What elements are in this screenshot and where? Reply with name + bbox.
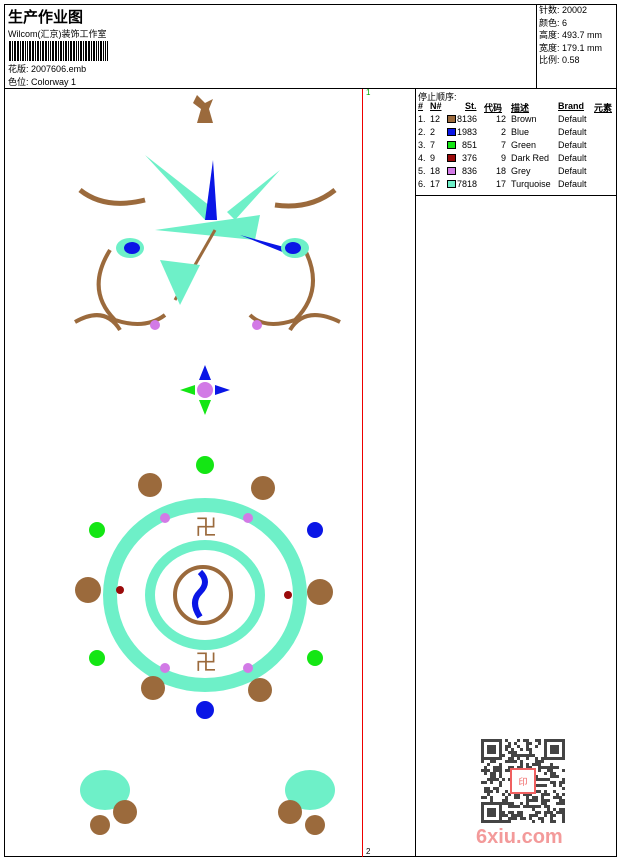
color-swatch [447,180,456,188]
color-table: # N# St. 代码 描述 Brand 元素 1. 12 8136 12 Br… [416,101,617,196]
barcode-bar [25,41,26,61]
top-motif [74,95,341,332]
barcode-bar [45,41,47,61]
barcode-bar [78,41,79,61]
barcode-bar [70,41,72,61]
barcode-bar [103,41,104,61]
embroidery-design-preview: 卍 卍 [74,95,341,835]
barcode-bar [29,41,31,61]
barcode-bar [60,41,62,61]
barcode-bar [68,41,69,61]
design-scale: 比例: 0.58 [539,55,580,65]
barcode-bar [107,41,108,61]
barcode-bar [91,41,92,61]
barcode-bar [12,41,13,61]
barcode-bar [88,41,90,61]
color-count: 颜色: 6 [539,17,568,28]
color-swatch [447,154,456,162]
design-info: 针数: 20002 颜色: 6 高度: 493.7 mm 宽度: 179.1 m… [536,4,617,89]
svg-text:印: 印 [518,776,527,787]
table-row: 6. 17 7818 17 Turquoise Default [418,179,587,189]
table-header: # N# St. 代码 描述 Brand 元素 [418,101,613,113]
barcode-bar [85,41,87,61]
stop-sequence-panel: 停止顺序: # N# St. 代码 描述 Brand 元素 1. 12 8136… [415,89,617,857]
design-width: 宽度: 179.1 mm [539,42,603,53]
header: 生产作业图 Wilcom(汇京)装饰工作室 花版: 2007606.emb 色位… [4,4,617,89]
page-frame [4,4,617,857]
barcode-bar [63,41,64,61]
barcode-bar [32,41,34,61]
qr-code: 印 [481,739,565,823]
svg-text:卍: 卍 [195,650,217,675]
end-marker: 2 [366,847,371,856]
barcode-bar [105,41,106,61]
barcode [9,41,109,61]
barcode-bar [52,41,54,61]
barcode-bar [98,41,99,61]
start-marker: 1 [366,88,371,97]
barcode-bar [37,41,39,61]
color-swatch [447,167,456,175]
design-boundary-line [362,89,363,857]
color-swatch [447,128,456,136]
barcode-bar [22,41,24,61]
design-file: 花版: 2007606.emb [8,64,87,74]
barcode-bar [80,41,82,61]
barcode-bar [65,41,67,61]
barcode-bar [35,41,36,61]
color-swatch [447,115,456,123]
barcode-bar [17,41,19,61]
stop-sequence-title: 停止顺序: [418,92,457,102]
bottom-corners [80,770,335,835]
stitch-count: 针数: 20002 [539,5,588,15]
design-height: 高度: 493.7 mm [539,30,603,40]
barcode-bar [40,41,41,61]
color-swatch [447,141,456,149]
barcode-bar [73,41,75,61]
table-row: 5. 18 836 18 Grey Default [418,166,587,176]
barcode-bar [55,41,57,61]
barcode-bar [96,41,97,61]
table-row: 3. 7 851 7 Green Default [418,140,587,150]
barcode-bar [50,41,51,61]
barcode-bar [76,41,77,61]
barcode-bar [58,41,59,61]
barcode-bar [93,41,95,61]
barcode-bar [83,41,84,61]
table-row: 4. 9 376 9 Dark Red Default [418,153,587,163]
colorway: 色位: Colorway 1 [8,77,77,87]
barcode-bar [48,41,49,61]
barcode-bar [14,41,16,61]
medallion: 卍 卍 [75,456,333,719]
barcode-bar [9,41,11,61]
watermark-logo: 6xiu.com [476,826,563,848]
barcode-bar [20,41,21,61]
barcode-bar [27,41,28,61]
svg-text:卍: 卍 [195,515,217,540]
barcode-bar [100,41,102,61]
small-flower [180,365,230,415]
page-title: 生产作业图 [8,9,84,26]
table-row: 1. 12 8136 12 Brown Default [418,114,587,124]
company-name: Wilcom(汇京)装饰工作室 [8,29,107,39]
table-row: 2. 2 1983 2 Blue Default [418,127,587,137]
barcode-bar [42,41,44,61]
